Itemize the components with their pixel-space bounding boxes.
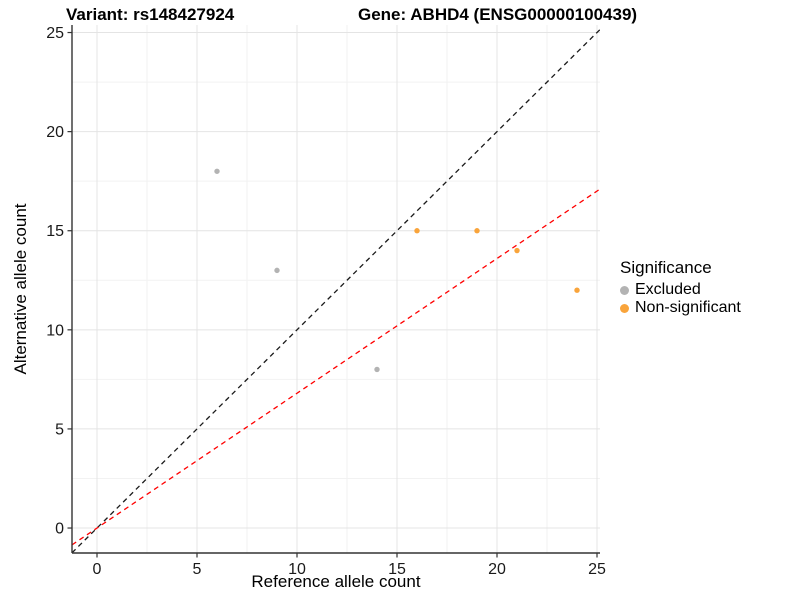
legend-item-non-significant: Non-significant <box>620 299 741 317</box>
y-tick-label: 25 <box>46 25 64 42</box>
x-tick-label: 0 <box>93 561 102 578</box>
legend-item-excluded: Excluded <box>620 281 741 299</box>
data-point-non-significant <box>414 228 420 234</box>
x-tick-label: 5 <box>193 561 202 578</box>
identity-line <box>72 29 600 553</box>
legend-title: Significance <box>620 258 712 277</box>
legend: Significance Excluded Non-significant <box>620 258 741 317</box>
x-tick-label: 25 <box>588 561 606 578</box>
data-point-excluded <box>374 366 380 373</box>
y-tick-label: 5 <box>55 421 64 438</box>
gene-title: Gene: ABHD4 (ENSG00000100439) <box>358 5 638 24</box>
y-tick-label: 15 <box>46 223 64 240</box>
x-tick-label: 15 <box>388 561 406 578</box>
variant-title: Variant: rs148427924 <box>66 5 235 24</box>
data-point-non-significant <box>514 247 520 254</box>
y-tick-label: 20 <box>46 124 64 141</box>
x-tick-label: 20 <box>488 561 506 578</box>
legend-item-label: Excluded <box>635 281 701 298</box>
x-tick-label: 10 <box>288 561 306 578</box>
data-point-non-significant <box>474 228 480 234</box>
excluded-point-icon <box>620 285 629 295</box>
y-tick-label: 0 <box>55 521 64 538</box>
expected-ratio-line <box>72 188 600 546</box>
data-point-excluded <box>274 267 280 274</box>
data-point-non-significant <box>574 287 580 293</box>
data-point-excluded <box>214 168 220 174</box>
y-tick-label: 10 <box>46 322 64 339</box>
x-axis-title: Reference allele count <box>251 572 421 591</box>
y-axis-title: Alternative allele count <box>11 203 30 375</box>
non-significant-point-icon <box>620 303 629 313</box>
legend-item-label: Non-significant <box>635 299 741 316</box>
